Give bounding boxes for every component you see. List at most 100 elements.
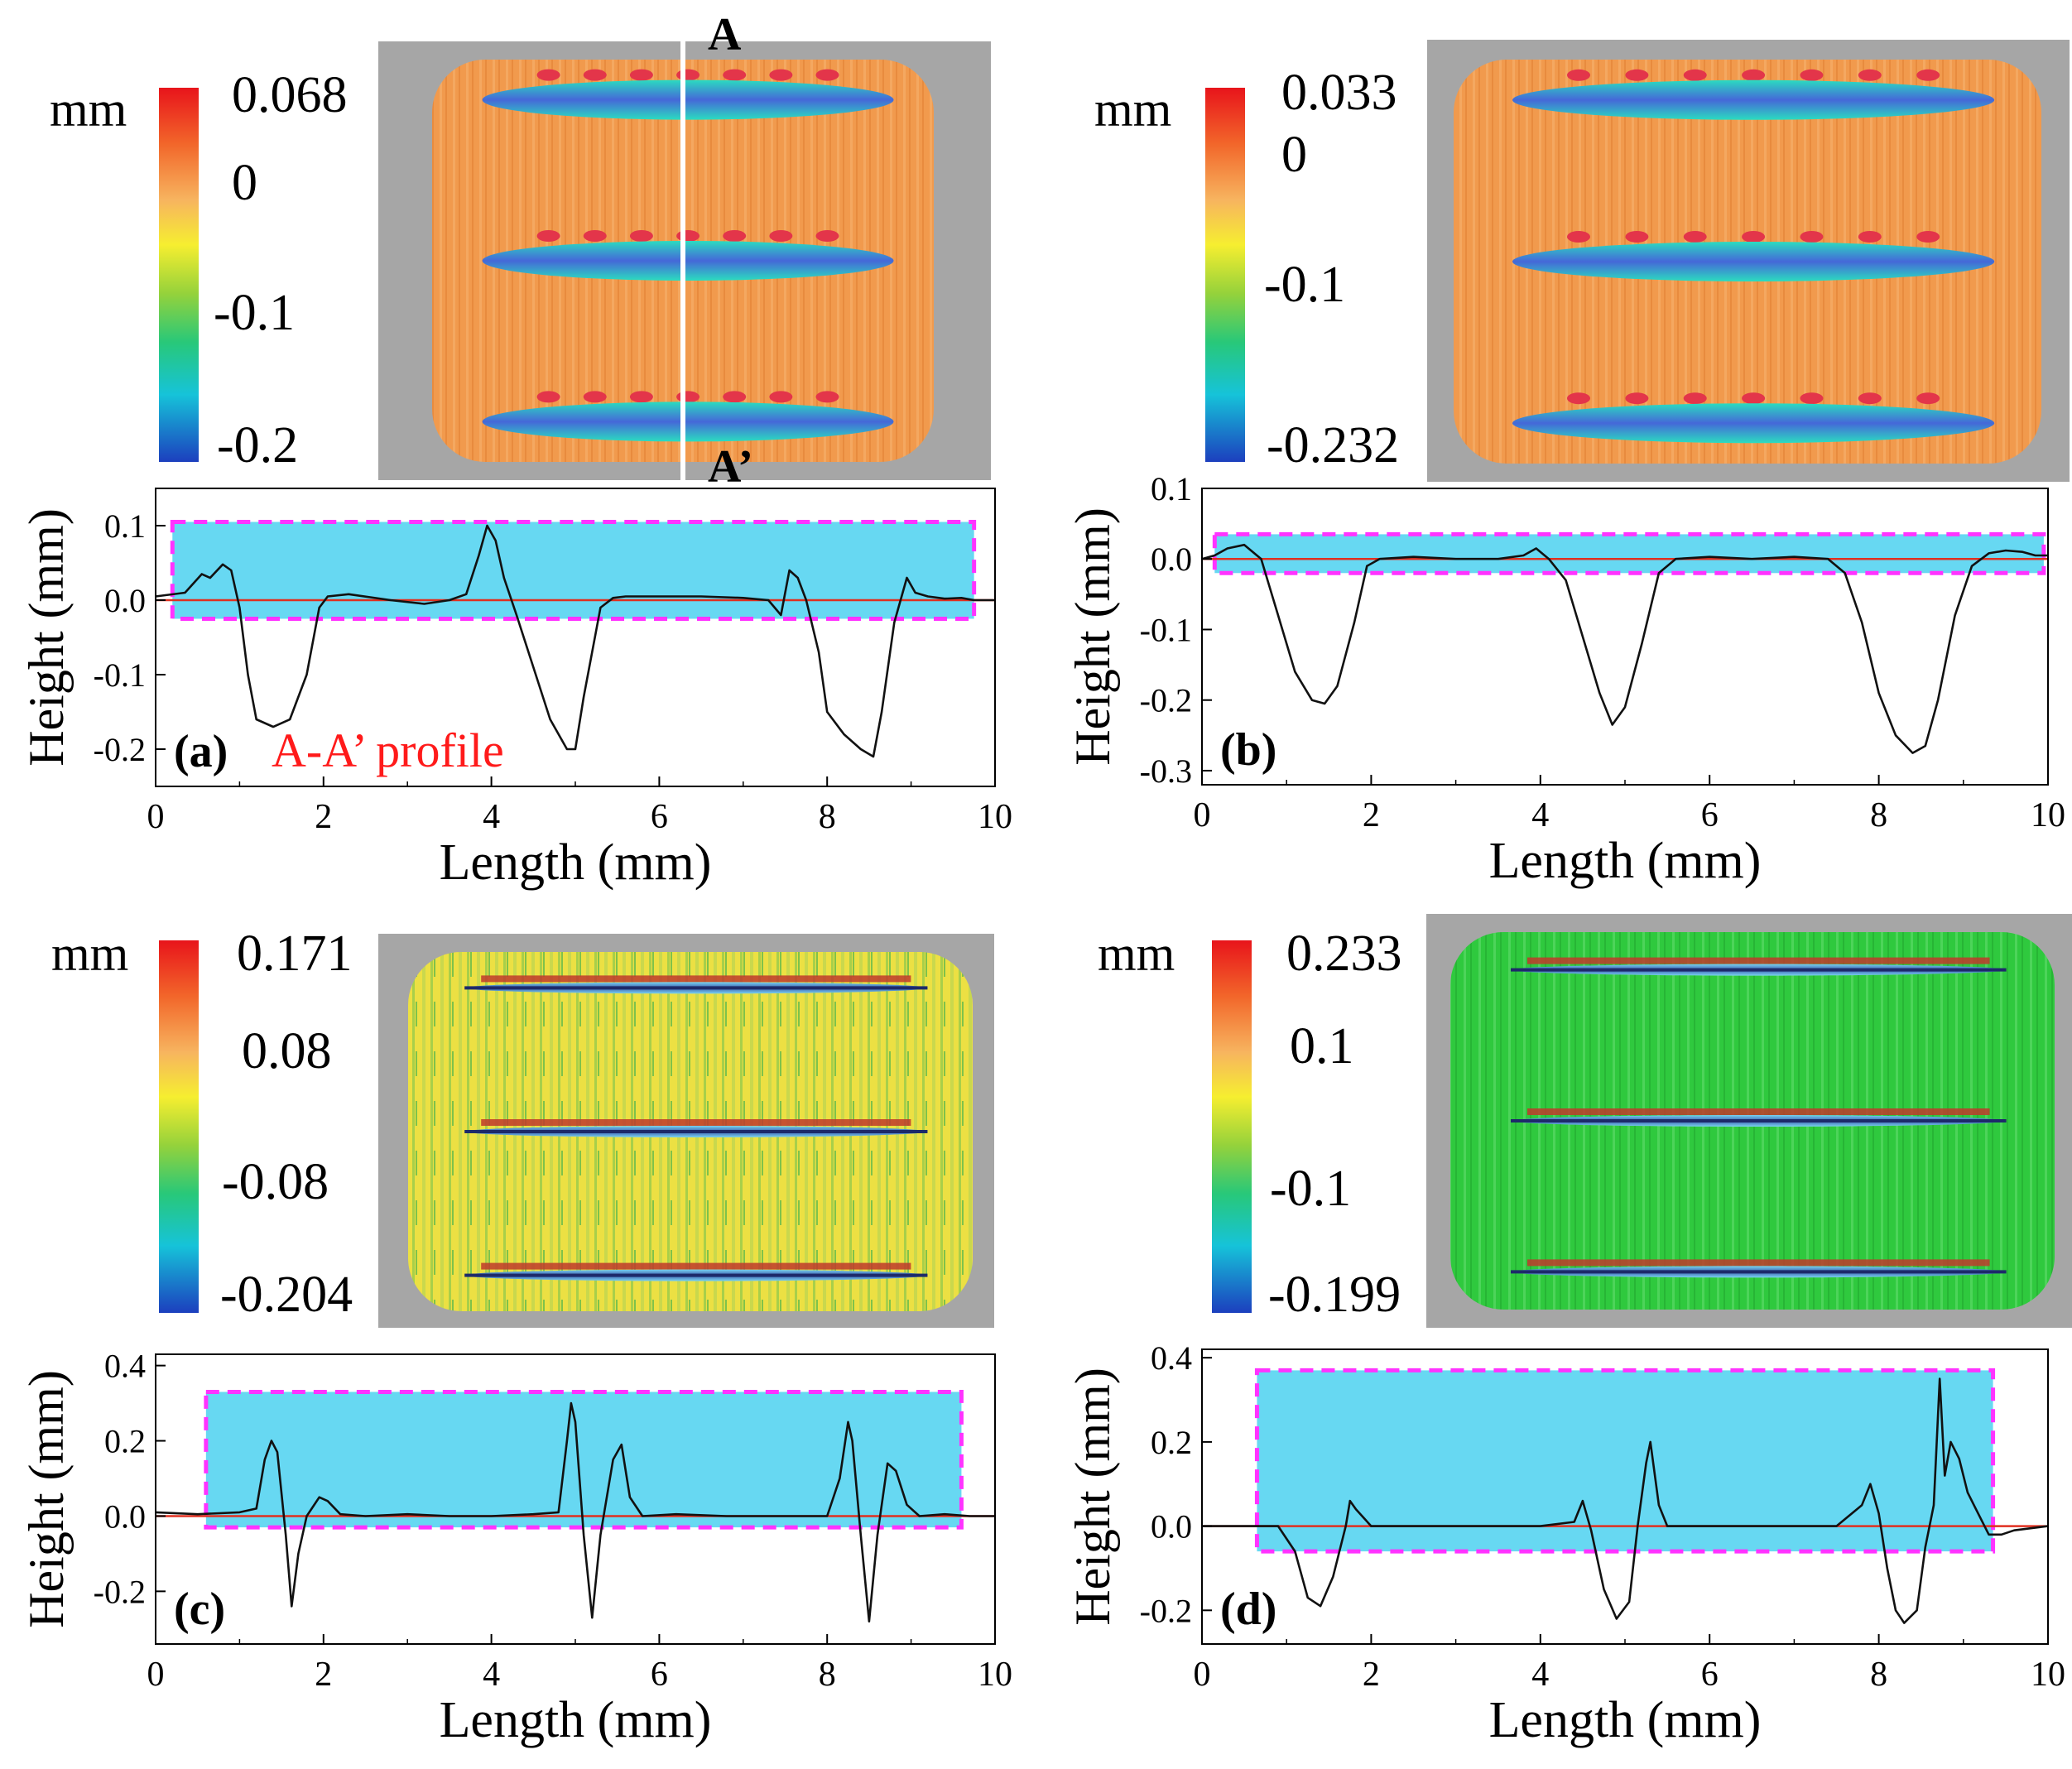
colorbar-tick-label: -0.199 [1268, 1267, 1401, 1323]
colorbar-tick-label: 0 [1281, 127, 1307, 183]
highlight-box [204, 1389, 964, 1530]
x-tick-label: 0 [1194, 796, 1211, 834]
track-spot [536, 69, 560, 81]
profile-chart-a: 0 2 4 6 8 10 -0.2 -0.1 0.0 0.1 Length (mm) Height (… [19, 488, 1012, 891]
track-spot [676, 69, 700, 81]
profile-chart-d: 0 2 4 6 8 10 -0.2 0.0 0.2 0.4 Length (mm) Height (m… [1065, 1339, 2065, 1748]
colorbar-tick-label: 0.068 [232, 67, 348, 123]
y-tick-label: 0.1 [1151, 470, 1192, 507]
x-tick-label: 10 [978, 798, 1012, 836]
panel-a: mm 0.068 0 -0.1 -0.2 A A’ [50, 9, 991, 493]
colorbar-tick-label: 0.1 [1290, 1018, 1354, 1074]
section-label-start: A [708, 9, 742, 60]
colorbar-unit: mm [50, 82, 127, 137]
profile-line [155, 1401, 995, 1622]
track-spot [583, 69, 607, 81]
track-spot [1916, 392, 1940, 405]
colorbar-tick-label: -0.08 [222, 1154, 329, 1210]
x-tick-label: 6 [1701, 796, 1719, 834]
x-axis-label: Length (mm) [440, 834, 712, 891]
track-groove [1511, 1119, 2007, 1122]
track-spot [536, 230, 560, 242]
track-spot [1742, 231, 1766, 243]
track-spot [723, 230, 747, 242]
track-spot [1567, 69, 1590, 81]
track-spot [1683, 69, 1707, 81]
track-ridge [481, 1119, 911, 1126]
track-ridge [1527, 957, 1990, 964]
track-spot [1858, 69, 1882, 81]
x-tick-label: 10 [978, 1656, 1012, 1694]
track-spot [676, 230, 700, 242]
track-spot [769, 230, 793, 242]
colorbar-tick-label: -0.1 [214, 285, 295, 341]
track-spot [723, 69, 747, 81]
x-tick-label: 2 [315, 1656, 332, 1694]
track-spot [1742, 69, 1766, 81]
y-tick-label: 0.4 [1151, 1339, 1192, 1377]
x-tick-label: 8 [819, 1656, 836, 1694]
panel-d: mm 0.233 0.1 -0.1 -0.199 [1098, 914, 2072, 1328]
y-tick-label: -0.2 [1140, 1592, 1192, 1629]
track-spot [1742, 392, 1766, 405]
x-tick-label: 8 [1870, 1656, 1887, 1694]
colorbar-tick-label: 0.171 [237, 925, 353, 982]
x-tick-label: 6 [651, 798, 668, 836]
wear-track [1512, 403, 1995, 444]
x-tick-label: 10 [2031, 796, 2065, 834]
colorbar-tick-label: -0.1 [1264, 257, 1345, 313]
y-tick-label: -0.2 [94, 731, 146, 768]
track-groove [1511, 968, 2007, 972]
track-spot [1800, 231, 1824, 243]
x-axis-label: Length (mm) [1489, 1692, 1762, 1748]
track-ridge [481, 1262, 911, 1270]
y-tick-label: 0.1 [104, 507, 146, 545]
panel-label: (a) [174, 726, 228, 777]
colorbar-tick-label: 0.033 [1281, 65, 1397, 121]
x-tick-label: 6 [651, 1656, 668, 1694]
track-groove [464, 1273, 928, 1277]
track-spot [1683, 392, 1707, 405]
track-ridge [481, 975, 911, 983]
highlight-box [1212, 531, 2046, 575]
colorbar-tick-label: -0.1 [1270, 1161, 1351, 1217]
track-spot [583, 230, 607, 242]
y-axis-label: Height (mm) [19, 508, 74, 767]
x-tick-label: 0 [147, 1656, 165, 1694]
y-tick-label: 0.2 [104, 1423, 146, 1460]
y-axis-label: Height (mm) [1065, 507, 1120, 766]
colorbar [1205, 88, 1245, 462]
y-tick-label: -0.1 [94, 656, 146, 694]
x-axis-label: Length (mm) [440, 1692, 712, 1748]
wear-track [482, 79, 894, 120]
x-tick-label: 2 [1363, 1656, 1380, 1694]
colorbar-unit: mm [1098, 926, 1175, 981]
panel-c: mm 0.171 0.08 -0.08 -0.204 [51, 925, 994, 1328]
x-tick-label: 0 [147, 798, 165, 836]
highlight-box [170, 520, 977, 621]
colorbar-tick-label: 0.233 [1286, 925, 1402, 982]
track-spot [1916, 231, 1940, 243]
x-tick-label: 4 [483, 1656, 500, 1694]
track-spot [1916, 69, 1940, 81]
y-tick-label: 0.0 [1151, 1508, 1192, 1545]
colorbar [1212, 940, 1252, 1313]
wear-track [1512, 242, 1995, 281]
y-axis-label: Height (mm) [1065, 1368, 1120, 1626]
track-spot [1625, 231, 1649, 243]
section-label-end: A’ [708, 441, 753, 493]
panel-label: (c) [174, 1584, 225, 1635]
x-tick-label: 10 [2031, 1656, 2065, 1694]
x-tick-label: 4 [483, 798, 500, 836]
track-spot [1800, 69, 1824, 81]
profile-line [1202, 1377, 2049, 1624]
x-tick-label: 2 [315, 798, 332, 836]
track-groove [464, 986, 928, 990]
colorbar-tick-label: 0 [232, 155, 257, 211]
track-spot [629, 69, 653, 81]
track-spot [1567, 392, 1590, 405]
profile-chart-c: 0 2 4 6 8 10 -0.2 0.0 0.2 0.4 Length (mm) Height (m… [19, 1348, 1012, 1748]
colorbar-tick-label: -0.232 [1267, 417, 1399, 473]
x-axis-label: Length (mm) [1489, 833, 1762, 889]
